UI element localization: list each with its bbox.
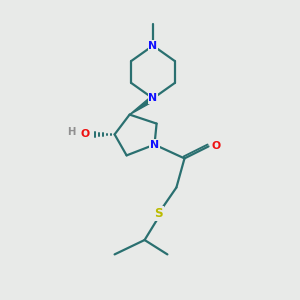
Text: N: N [148,93,158,103]
Text: O: O [211,141,220,152]
Text: H: H [67,127,75,137]
Text: N: N [150,140,159,150]
Text: S: S [154,207,163,220]
Text: O: O [80,129,89,140]
Polygon shape [130,96,154,115]
Text: N: N [148,40,158,51]
